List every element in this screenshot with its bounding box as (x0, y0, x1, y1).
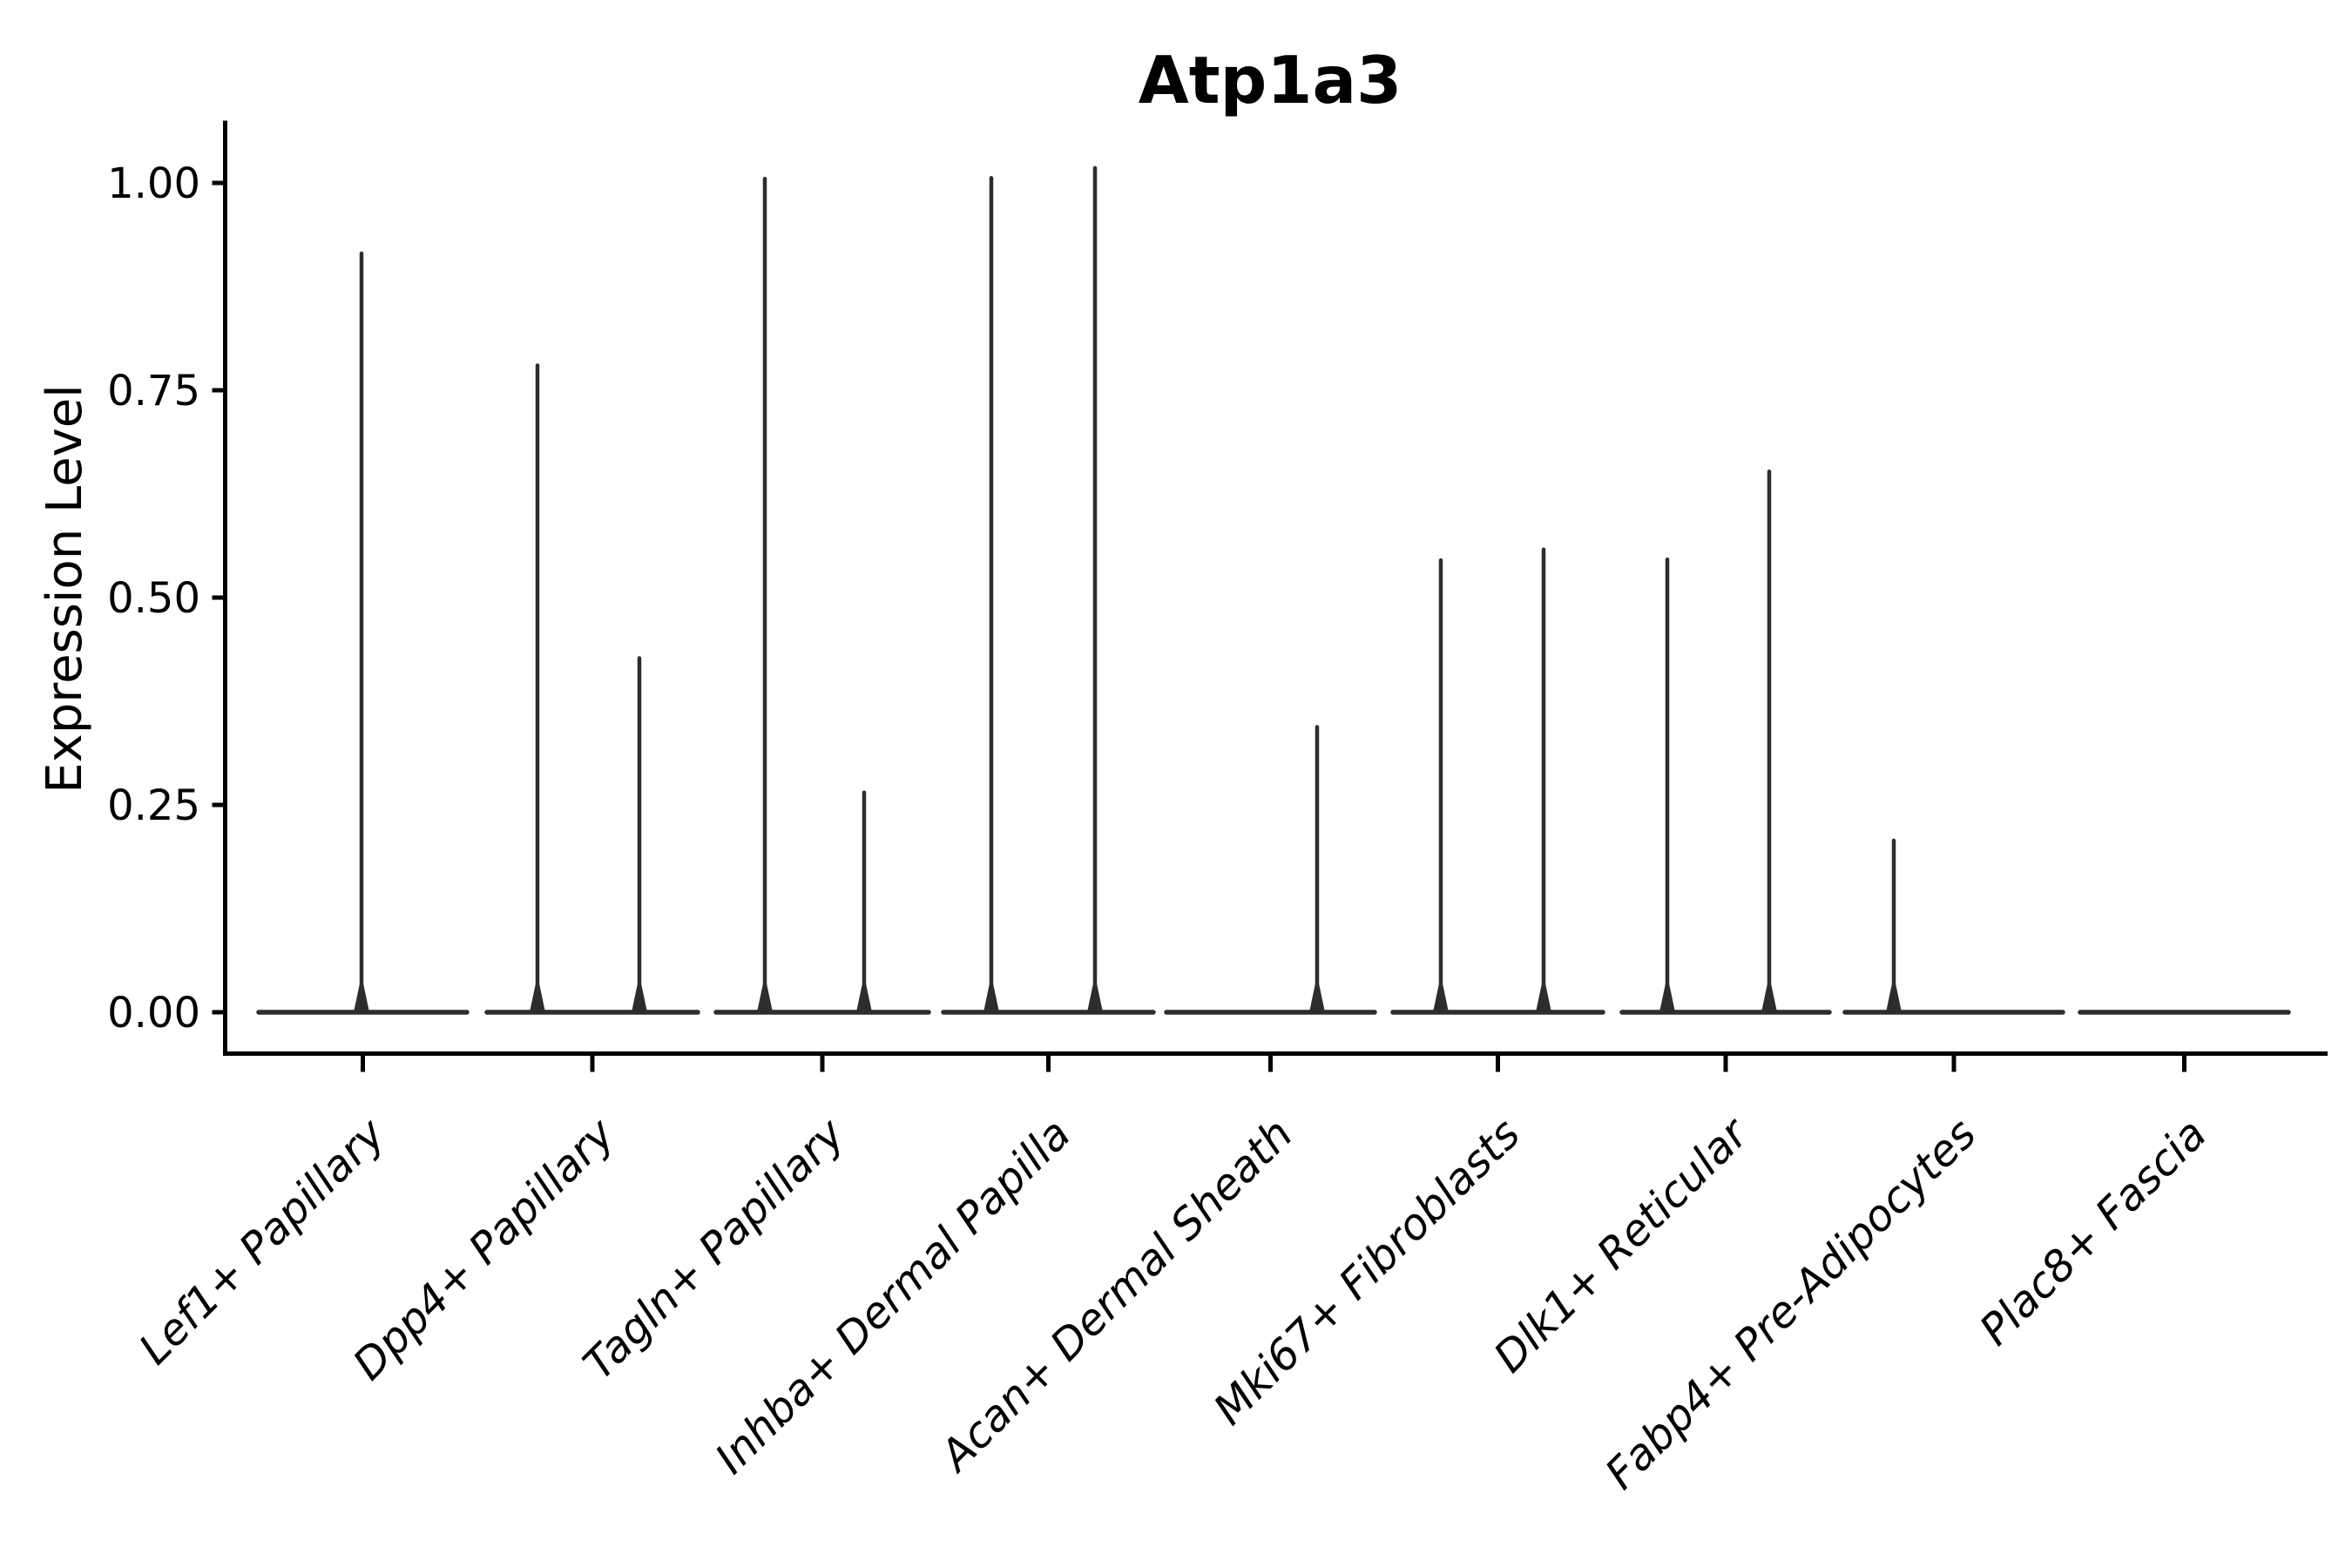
violin (1390, 547, 1605, 1015)
y-tick-label: 0.75 (107, 367, 200, 416)
x-tick-label: Fabp4+ Pre-Adipocytes (1596, 1109, 1986, 1499)
violin (1619, 470, 1832, 1015)
violin (713, 176, 931, 1015)
violin (1164, 725, 1377, 1015)
y-tick-label: 1.00 (107, 159, 200, 208)
violin (256, 251, 470, 1015)
y-tick-label: 0.00 (107, 989, 200, 1037)
y-axis-label: Expression Level (37, 384, 93, 794)
violin (1842, 838, 2065, 1015)
chart-title: Atp1a3 (1139, 42, 1402, 118)
y-tick-label: 0.50 (107, 574, 200, 623)
y-axis-ticks: 0.00 0.25 0.50 0.75 1.00 (107, 159, 226, 1037)
violin (484, 363, 700, 1015)
x-tick-label: Plac8+ Fascia (1970, 1109, 2216, 1355)
axis-spines (223, 120, 2328, 1056)
y-tick-label: 0.25 (107, 781, 200, 830)
x-tick-label: Lef1+ Papillary (130, 1108, 395, 1374)
violins (256, 166, 2291, 1015)
violin (941, 166, 1156, 1015)
